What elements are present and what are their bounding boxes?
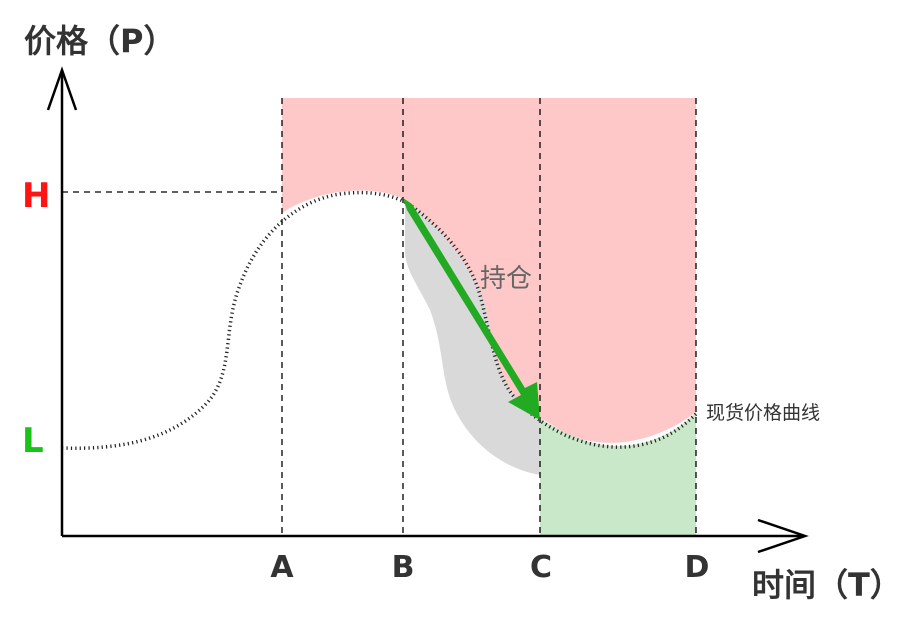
red-zone bbox=[282, 98, 696, 443]
y-mark-l: L bbox=[22, 421, 44, 461]
y-axis-title: 价格（P） bbox=[24, 22, 175, 60]
holding-zone bbox=[405, 200, 540, 475]
green-zone bbox=[540, 412, 696, 536]
trend-arrow bbox=[403, 198, 540, 420]
x-axis-arrow-icon bbox=[757, 518, 809, 554]
y-mark-h: H bbox=[22, 176, 50, 216]
x-mark-c: C bbox=[530, 550, 552, 585]
x-mark-d: D bbox=[685, 550, 710, 585]
x-mark-b: B bbox=[392, 550, 415, 585]
holding-label: 持仓 bbox=[480, 264, 532, 294]
y-axis-arrow-icon bbox=[46, 66, 78, 111]
x-axis-title: 时间（T） bbox=[752, 566, 902, 604]
x-mark-a: A bbox=[270, 550, 294, 585]
curve-label: 现货价格曲线 bbox=[706, 402, 820, 424]
